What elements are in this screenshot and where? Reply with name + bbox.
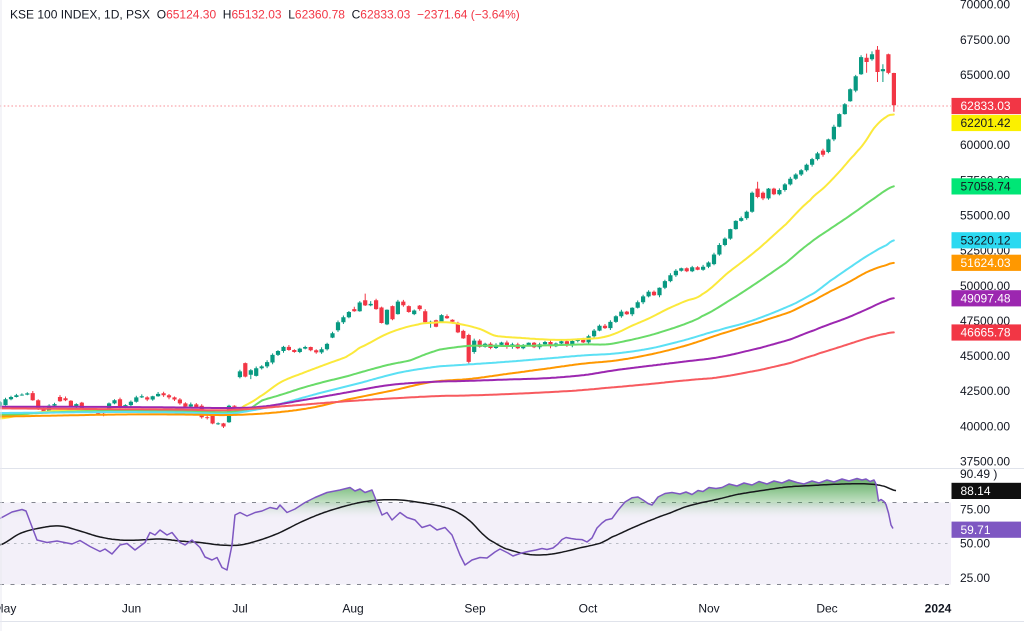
svg-text:May: May xyxy=(0,602,16,616)
svg-text:50000.00: 50000.00 xyxy=(960,279,1010,293)
svg-text:53220.12: 53220.12 xyxy=(961,234,1011,248)
svg-text:40000.00: 40000.00 xyxy=(960,419,1010,433)
svg-text:49097.48: 49097.48 xyxy=(961,292,1011,306)
svg-text:62201.42: 62201.42 xyxy=(961,116,1011,130)
svg-text:KSE 100 INDEX, 1D, PSX O65124: KSE 100 INDEX, 1D, PSX O65124.30 H65132.… xyxy=(10,7,520,21)
svg-text:42500.00: 42500.00 xyxy=(960,384,1010,398)
svg-text:Sep: Sep xyxy=(464,602,486,616)
svg-text:Jul: Jul xyxy=(232,602,247,616)
svg-text:60000.00: 60000.00 xyxy=(960,138,1010,152)
svg-text:Aug: Aug xyxy=(342,602,363,616)
svg-text:Nov: Nov xyxy=(698,602,719,616)
svg-text:50.00: 50.00 xyxy=(960,537,990,551)
svg-text:62833.03: 62833.03 xyxy=(961,99,1011,113)
svg-text:88.14: 88.14 xyxy=(961,484,991,498)
svg-text:51624.03: 51624.03 xyxy=(961,256,1011,270)
svg-text:67500.00: 67500.00 xyxy=(960,33,1010,47)
svg-text:Oct: Oct xyxy=(579,602,598,616)
svg-text:37500.00: 37500.00 xyxy=(960,455,1010,469)
svg-text:65000.00: 65000.00 xyxy=(960,68,1010,82)
svg-text:57058.74: 57058.74 xyxy=(961,180,1011,194)
svg-text:45000.00: 45000.00 xyxy=(960,349,1010,363)
svg-text:Dec: Dec xyxy=(816,602,837,616)
svg-text:2024: 2024 xyxy=(925,602,952,616)
svg-text:25.00: 25.00 xyxy=(960,571,990,585)
svg-text:75.00: 75.00 xyxy=(960,503,990,517)
svg-text:55000.00: 55000.00 xyxy=(960,209,1010,223)
svg-text:Jun: Jun xyxy=(122,602,141,616)
svg-text:70000.00: 70000.00 xyxy=(960,0,1010,12)
svg-text:90.49 ): 90.49 ) xyxy=(960,467,997,481)
svg-text:59.71: 59.71 xyxy=(961,523,991,537)
svg-text:46665.78: 46665.78 xyxy=(961,326,1011,340)
